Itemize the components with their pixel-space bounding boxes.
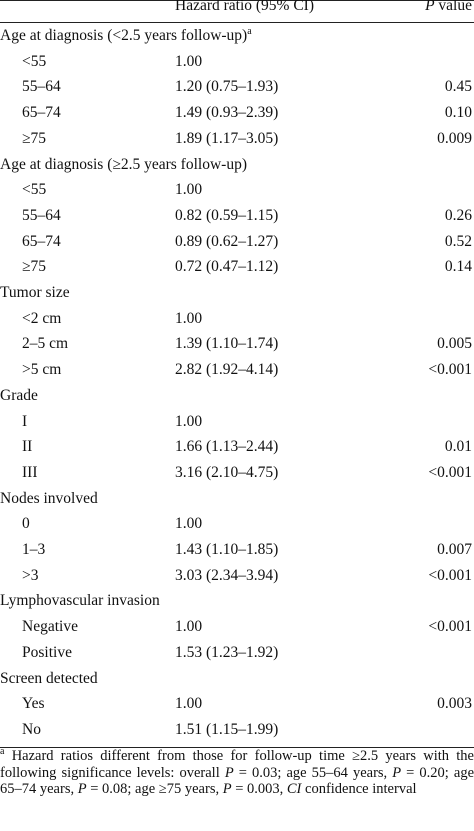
footnote-text: P bbox=[77, 781, 87, 797]
p-value: 0.26 bbox=[444, 206, 472, 224]
header-hazard-ratio: Hazard ratio (95% CI) bbox=[175, 0, 315, 14]
row-label: 2–5 cm bbox=[22, 335, 69, 353]
row-label: 65–74 bbox=[22, 104, 61, 122]
hazard-ratio: 1.00 bbox=[175, 412, 203, 430]
row-label: <55 bbox=[22, 181, 47, 199]
section-title-text: Tumor size bbox=[0, 284, 70, 301]
hazard-ratio: 1.53 (1.23–1.92) bbox=[175, 643, 279, 661]
top-rule bbox=[0, 0, 474, 1]
hazard-ratio: 1.89 (1.17–3.05) bbox=[175, 129, 279, 147]
header-rule bbox=[0, 22, 474, 23]
p-value: 0.52 bbox=[444, 232, 472, 250]
hazard-ratio: 0.72 (0.47–1.12) bbox=[175, 258, 279, 276]
footnote-text: P bbox=[392, 764, 402, 781]
footnote-text: = 0.03; age 55–64 years, bbox=[233, 764, 393, 781]
p-value: 0.14 bbox=[444, 258, 472, 276]
footnote-text: confidence interval bbox=[301, 781, 417, 797]
row-label: ≥75 bbox=[22, 129, 47, 147]
section-title: Grade bbox=[0, 386, 38, 406]
row-label: >3 bbox=[22, 566, 39, 584]
footnote-text: = 0.20; age 65–74 years, bbox=[0, 764, 474, 798]
row-label: 55–64 bbox=[22, 78, 61, 96]
p-value: 0.009 bbox=[437, 129, 472, 147]
row-label: Positive bbox=[22, 643, 72, 661]
footnote-text: CI bbox=[286, 781, 302, 797]
p-value: <0.001 bbox=[428, 463, 472, 481]
p-value: 0.45 bbox=[444, 78, 472, 96]
row-label: 1–3 bbox=[22, 541, 46, 558]
hazard-ratio: 1.00 bbox=[175, 695, 203, 713]
p-value: 0.003 bbox=[437, 695, 472, 713]
row-label: Negative bbox=[22, 618, 78, 636]
p-value: <0.001 bbox=[428, 566, 472, 584]
p-value: 0.10 bbox=[444, 104, 472, 122]
row-label: <55 bbox=[22, 52, 47, 70]
row-label: <2 cm bbox=[22, 309, 62, 327]
hazard-ratio: 1.66 (1.13–2.44) bbox=[175, 438, 279, 456]
hazard-ratio: 1.00 bbox=[175, 618, 203, 636]
row-label: >5 cm bbox=[22, 361, 62, 379]
row-label: 55–64 bbox=[22, 206, 61, 224]
footnote-text: P bbox=[222, 781, 232, 797]
p-value: 0.007 bbox=[437, 541, 472, 558]
header-value: value bbox=[438, 0, 472, 14]
hazard-ratio: 1.43 (1.10–1.85) bbox=[175, 541, 279, 558]
hazard-ratio: 2.82 (1.92–4.14) bbox=[175, 361, 279, 379]
footnote-text: P bbox=[224, 764, 234, 781]
hazard-ratio: 0.82 (0.59–1.15) bbox=[175, 206, 279, 224]
hazard-ratio: 1.00 bbox=[175, 515, 203, 533]
section-title: Screen detected bbox=[0, 669, 98, 689]
section-title-text: Nodes involved bbox=[0, 489, 98, 507]
hazard-ratio: 0.89 (0.62–1.27) bbox=[175, 232, 279, 250]
hazard-ratio: 1.20 (0.75–1.93) bbox=[175, 78, 279, 96]
section-title-text: Screen detected bbox=[0, 669, 98, 687]
hazard-ratio: 3.03 (2.34–3.94) bbox=[175, 566, 279, 584]
footnote-marker: a bbox=[247, 26, 252, 37]
hazard-ratio: 1.51 (1.15–1.99) bbox=[175, 720, 279, 738]
hazard-ratio: 1.00 bbox=[175, 309, 203, 327]
footnote-text: = 0.003, bbox=[231, 781, 287, 797]
p-value: <0.001 bbox=[428, 618, 472, 636]
section-title: Age at diagnosis (≥2.5 years follow-up) bbox=[0, 155, 247, 175]
section-title: Nodes involved bbox=[0, 489, 98, 509]
footnote-text: = 0.08; age ≥75 years, bbox=[86, 781, 223, 797]
p-value: 0.005 bbox=[437, 335, 472, 353]
hazard-ratio: 1.00 bbox=[175, 181, 203, 199]
section-title: Tumor size bbox=[0, 283, 70, 303]
section-title-text: Age at diagnosis (≥2.5 years follow-up) bbox=[0, 155, 247, 173]
footnote-marker: a bbox=[0, 746, 5, 757]
section-title-text: Age at diagnosis (<2.5 years follow-up) bbox=[0, 27, 248, 44]
hazard-ratio: 1.49 (0.93–2.39) bbox=[175, 104, 279, 122]
header-p: P bbox=[425, 0, 435, 14]
row-label: III bbox=[22, 463, 38, 481]
p-value: 0.01 bbox=[444, 438, 472, 456]
bottom-rule bbox=[0, 746, 474, 748]
row-label: II bbox=[22, 438, 33, 456]
p-value: <0.001 bbox=[428, 361, 472, 379]
section-title: Age at diagnosis (<2.5 years follow-up)a bbox=[0, 26, 252, 46]
hazard-ratio: 1.00 bbox=[175, 52, 203, 70]
row-label: Yes bbox=[22, 695, 45, 713]
header-p-value: P value bbox=[425, 0, 472, 16]
row-label: 65–74 bbox=[22, 232, 61, 250]
hazard-ratio: 3.16 (2.10–4.75) bbox=[175, 463, 279, 481]
section-title: Lymphovascular invasion bbox=[0, 591, 160, 611]
hazard-ratio: 1.39 (1.10–1.74) bbox=[175, 335, 279, 353]
footnote: a Hazard ratios different from those for… bbox=[0, 746, 474, 798]
row-label: 0 bbox=[22, 515, 30, 533]
row-label: No bbox=[22, 720, 41, 738]
section-title-text: Lymphovascular invasion bbox=[0, 592, 160, 610]
row-label: I bbox=[22, 412, 28, 430]
row-label: ≥75 bbox=[22, 258, 47, 276]
section-title-text: Grade bbox=[0, 386, 38, 404]
footnote-text: Hazard ratios different from those for f… bbox=[0, 748, 474, 781]
